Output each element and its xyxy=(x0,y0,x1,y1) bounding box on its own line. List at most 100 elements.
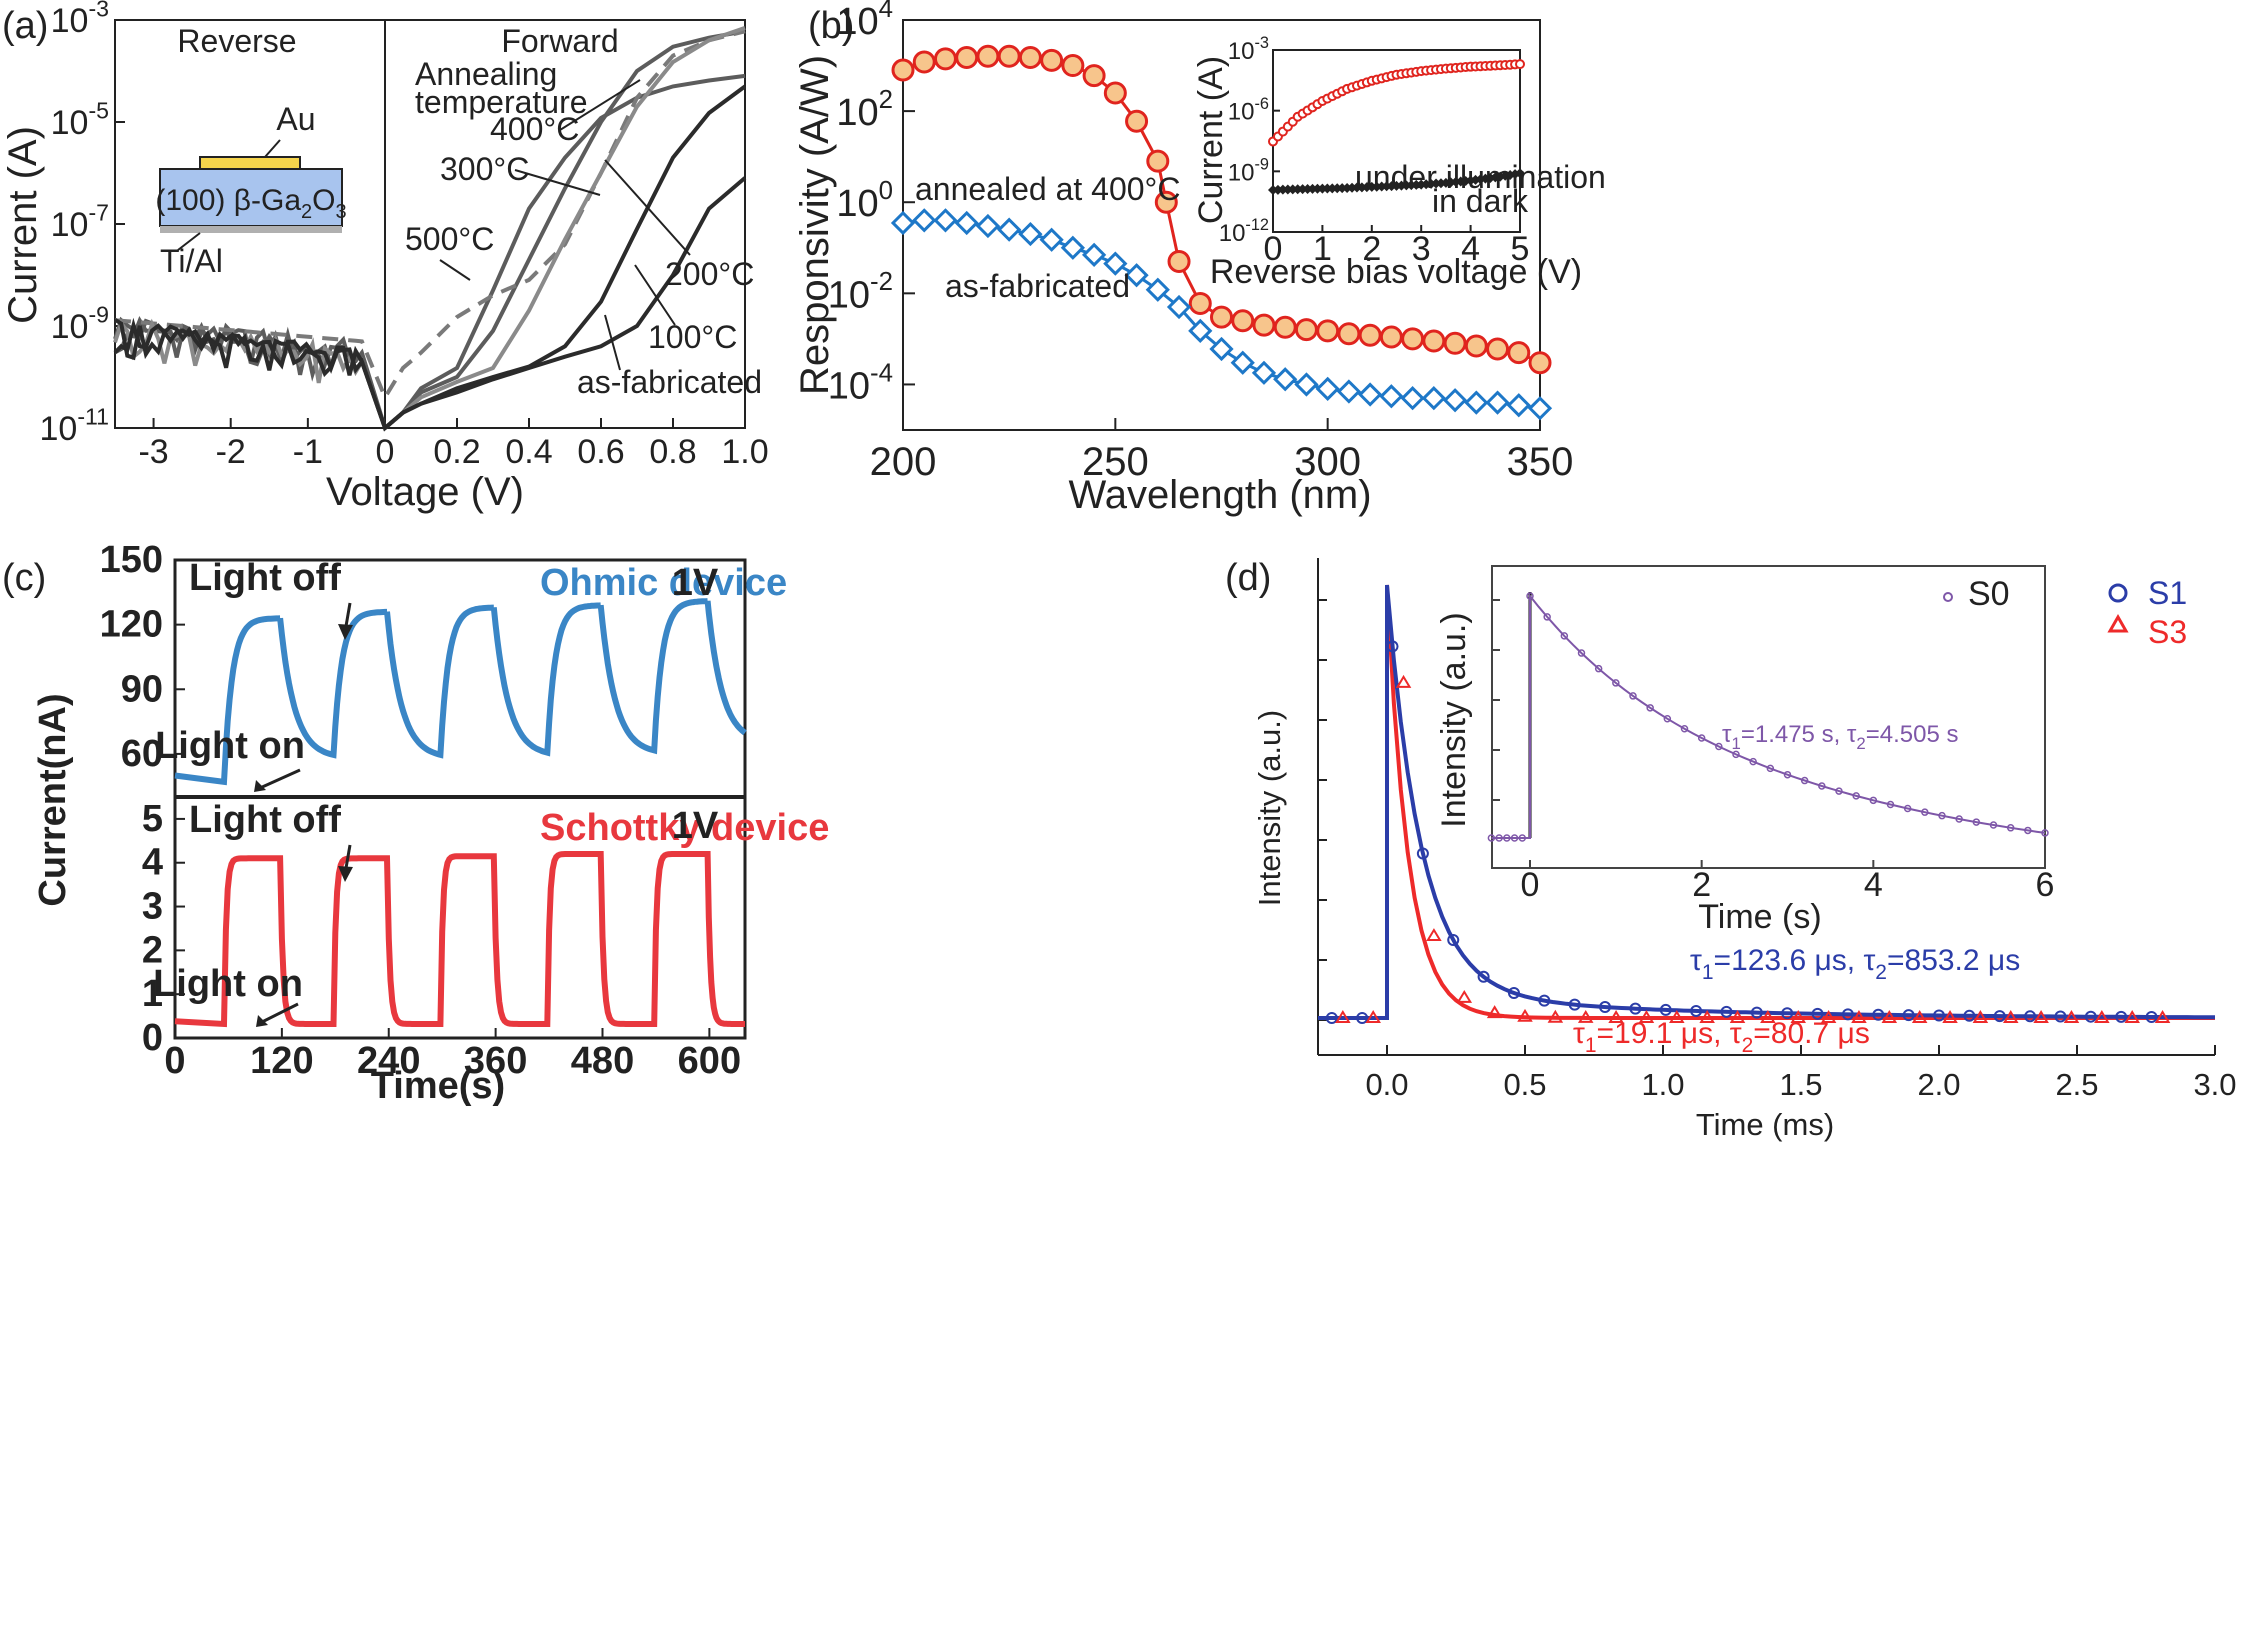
data-point-annealed xyxy=(1231,309,1255,333)
inset-data-point-s0 xyxy=(1903,804,1912,813)
inset-data-point-s0 xyxy=(1732,750,1740,759)
inset-data-point-s0 xyxy=(2006,824,2015,832)
inset-data-point-s0 xyxy=(1594,664,1603,673)
temperature-label-3: 200°C xyxy=(665,256,754,292)
data-point-asfabricated xyxy=(1421,386,1446,411)
inset-data-point-s0 xyxy=(1921,808,1929,816)
data-point-annealed xyxy=(1103,81,1127,105)
data-point-s1 xyxy=(1507,987,1520,1000)
panel-d: (d) 0.0 0.5 1.0 1.5 2.0 2.5 3.0 Time (ms) Intensi… xyxy=(1225,557,2237,1142)
arrow-head xyxy=(338,624,353,640)
panel-a: (a) 10-3 10-5 10-7 10-9 10-11 -3 -2 -1 0 0.2 0.4 0.6… xyxy=(1,0,769,514)
inset-data-point-s0 xyxy=(1697,734,1706,742)
arrow-light-on-bottom xyxy=(261,1002,299,1024)
tau-label-s1: τ1=123.6 μs, τ2=853.2 μs xyxy=(1690,944,2020,984)
data-point-s3 xyxy=(1851,1010,1867,1023)
data-point-asfabricated xyxy=(1230,350,1255,375)
inset-data-point-s0 xyxy=(1543,613,1551,621)
data-point-s1 xyxy=(1993,1010,2006,1023)
inset-x-tick-label: 3 xyxy=(1412,230,1431,268)
data-point-asfabricated xyxy=(1188,318,1213,343)
data-point-asfabricated xyxy=(1315,376,1340,401)
data-point-s3 xyxy=(1638,1010,1655,1023)
data-point-annealed xyxy=(1528,351,1552,375)
data-point-s3 xyxy=(1729,1010,1746,1023)
inset-frame xyxy=(1491,565,2046,869)
light-on-label-top: Light on xyxy=(155,725,305,767)
legend-title-line1: Annealing xyxy=(415,56,557,92)
data-point-s3 xyxy=(2063,1010,2080,1023)
arrow-light-on-top xyxy=(259,768,301,790)
inset-y-axis-label: Intensity (a.u.) xyxy=(1435,612,1473,827)
inset-data-point-s0 xyxy=(2041,829,2049,837)
inset-data-point-s0 xyxy=(1955,815,1963,823)
inset-data-point-s0 xyxy=(1503,834,1511,842)
data-point-s1 xyxy=(2084,1010,2097,1023)
substrate-label: (100) β-Ga2O3 xyxy=(155,184,346,223)
x-tick-label: -2 xyxy=(216,433,246,471)
panel-label: (c) xyxy=(2,557,46,599)
data-point-s1 xyxy=(1538,994,1551,1007)
data-point-s1 xyxy=(1659,1003,1672,1016)
inset-y-axis-label: Current (A) xyxy=(1192,56,1230,224)
y-tick-label-bottom: 1 xyxy=(142,973,163,1015)
inset-data-point-s0 xyxy=(1518,834,1527,842)
inset-x-axis-label: Time (s) xyxy=(1698,898,1821,936)
x-tick-label: -3 xyxy=(138,433,168,471)
inset-tau-label-s0: τ1=1.475 s, τ2=4.505 s xyxy=(1722,721,1958,753)
data-point-s3 xyxy=(1972,1010,1989,1023)
data-point-s3 xyxy=(1547,1009,1564,1023)
data-point-annealed xyxy=(933,47,957,71)
schottky-title: Schottky device xyxy=(540,807,829,849)
data-point-s1 xyxy=(1599,1001,1612,1014)
leader-line xyxy=(559,79,641,131)
y-tick-label: 10-2 xyxy=(828,268,893,316)
x-tick-label: 120 xyxy=(250,1040,313,1082)
data-point-asfabricated xyxy=(1400,386,1425,411)
y-tick-label-top: 120 xyxy=(100,604,163,646)
y-tick-label-bottom: 5 xyxy=(142,798,163,840)
inset-data-point-s0 xyxy=(1612,679,1620,687)
legend-label-s1: S1 xyxy=(2148,575,2187,611)
inset-data-point-s0 xyxy=(1487,834,1496,842)
x-tick-label: -1 xyxy=(293,433,323,471)
data-point-annealed xyxy=(1358,323,1382,347)
ti-al-label: Ti/Al xyxy=(160,243,223,279)
series-line-asfabricated xyxy=(113,176,747,432)
x-tick-label: 360 xyxy=(464,1040,527,1082)
x-tick-label: 600 xyxy=(678,1040,741,1082)
data-point-asfabricated xyxy=(975,213,1001,239)
inset-x-tick-label: 0 xyxy=(1264,230,1283,268)
y-tick-label: 10-11 xyxy=(39,404,109,448)
data-point-s3 xyxy=(1608,1010,1624,1023)
x-tick-label: 300 xyxy=(1294,440,1361,484)
y-tick-label: 100 xyxy=(836,177,893,225)
y-tick-label: 10-7 xyxy=(51,200,109,244)
data-point-s3 xyxy=(1760,1010,1776,1023)
data-point-s1 xyxy=(1629,1002,1642,1015)
x-tick-label: 480 xyxy=(571,1040,634,1082)
inset-data-point-s0 xyxy=(1629,692,1637,700)
y-tick-label-bottom: 3 xyxy=(142,886,163,928)
data-point-annealed xyxy=(1125,109,1149,133)
data-point-s1 xyxy=(1933,1009,1945,1022)
inset-data-point-s0 xyxy=(1715,742,1723,751)
data-point-annealed xyxy=(955,46,979,70)
inset-x-axis-label: Reverse bias voltage (V) xyxy=(1210,253,1582,291)
inset-x-tick-label: 6 xyxy=(2036,866,2055,904)
data-point-annealed xyxy=(1294,318,1318,342)
x-tick-label: 3.0 xyxy=(2193,1067,2236,1102)
inset-data-point-s0 xyxy=(1989,821,1998,829)
data-point-annealed xyxy=(1154,190,1178,214)
data-point-s3 xyxy=(2094,1010,2110,1023)
region-label-reverse: Reverse xyxy=(177,23,296,59)
data-point-s1 xyxy=(1477,970,1490,983)
inset-data-point-s0 xyxy=(1749,757,1757,766)
data-point-s1 xyxy=(1750,1006,1763,1019)
data-point-asfabricated xyxy=(1379,384,1404,409)
data-point-s3 xyxy=(1395,674,1412,688)
panel-label: (d) xyxy=(1225,557,1271,599)
data-point-asfabricated xyxy=(1124,263,1149,288)
data-point-asfabricated xyxy=(1294,372,1319,397)
data-point-s3 xyxy=(1669,1010,1685,1023)
